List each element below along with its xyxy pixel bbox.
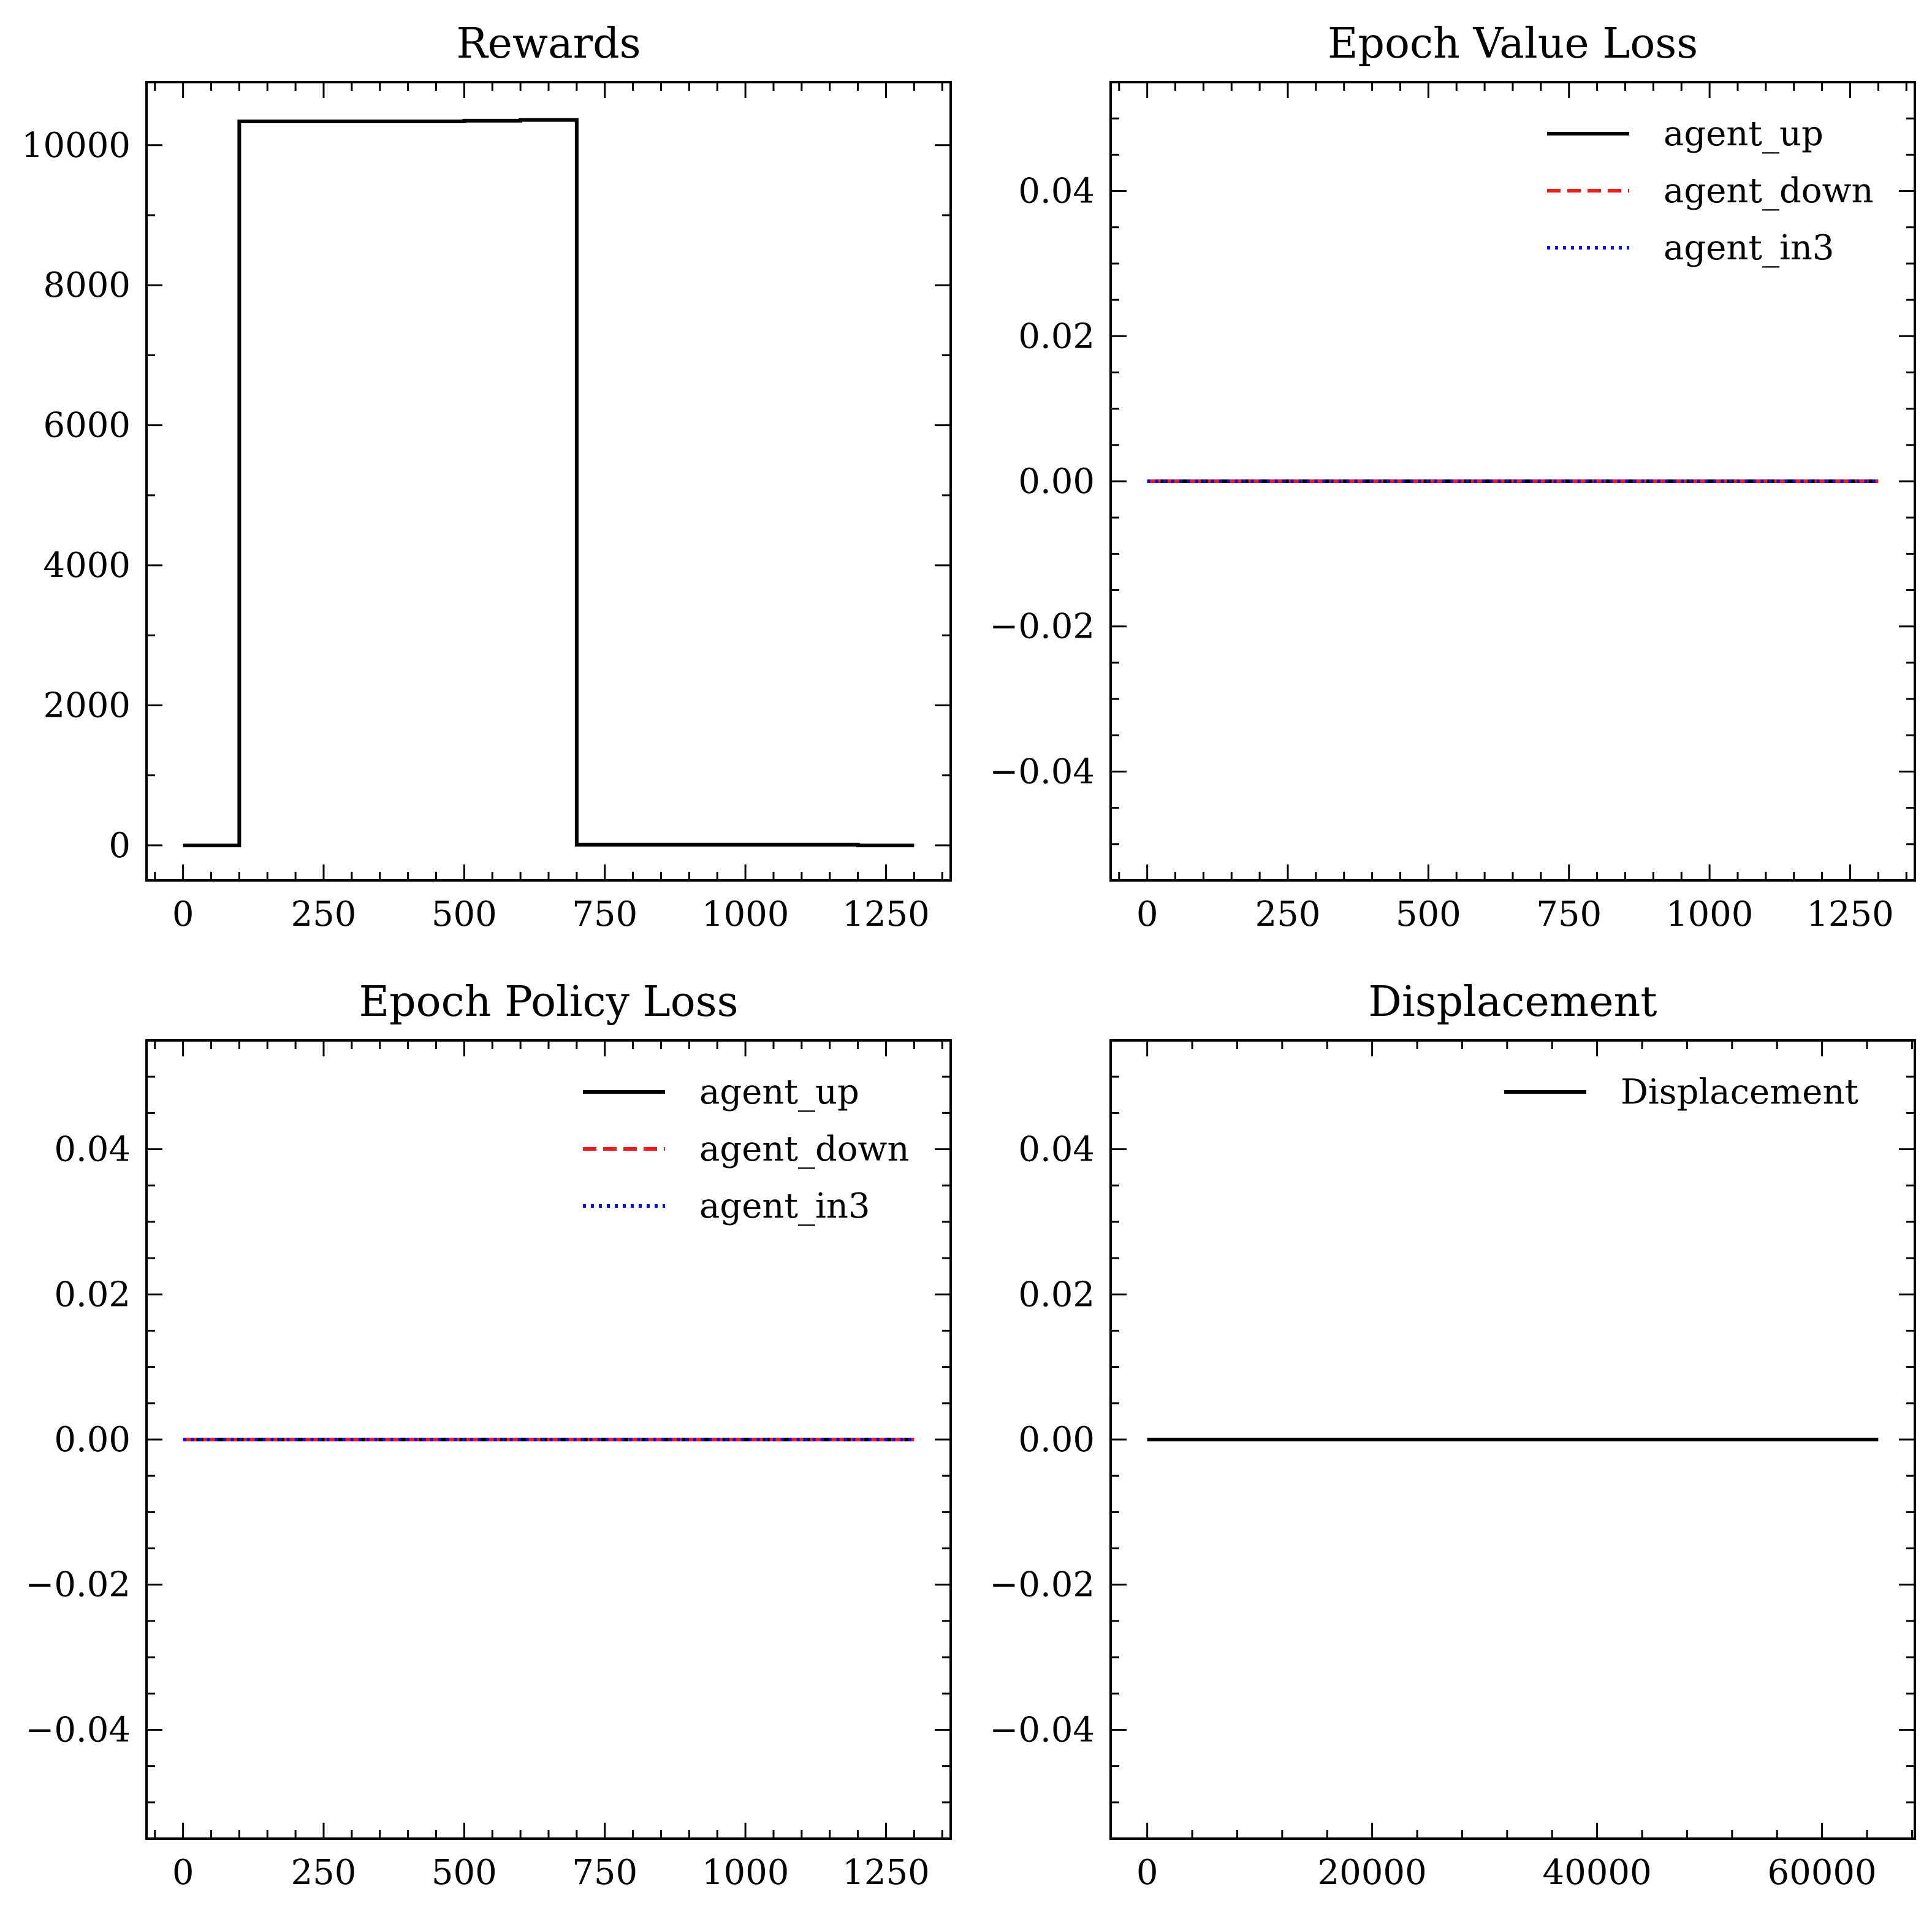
legend-label: agent_in3 (699, 1186, 870, 1226)
x-tick-label: 1000 (1666, 894, 1754, 934)
x-tick-label: 1250 (842, 894, 930, 934)
x-tick-label: 250 (1255, 894, 1321, 934)
series-line-reward (183, 118, 915, 847)
x-tick-label: 750 (572, 1853, 637, 1893)
x-tick-label: 500 (432, 894, 497, 934)
x-tick-label: 1250 (842, 1853, 930, 1893)
y-tick-label: 10000 (21, 126, 131, 166)
y-tick-label: 0.04 (1018, 1130, 1095, 1170)
y-tick-label: 0.00 (1018, 462, 1095, 502)
legend: agent_up agent_down agent_in3 (583, 1072, 910, 1226)
chart-panel: Rewards 0 250 500 750 1000 1250 0 2000 4000 6000 80… (21, 20, 952, 934)
x-tick-label: 750 (1536, 894, 1602, 934)
legend-label: Displacement (1621, 1072, 1859, 1112)
y-tick-label: 6000 (43, 406, 131, 446)
x-tick-label: 250 (291, 1853, 357, 1893)
chart-title: Displacement (1368, 978, 1657, 1026)
y-tick-label: −0.02 (989, 1565, 1095, 1605)
x-tick-label: 0 (172, 894, 194, 934)
y-tick-label: 0 (108, 826, 131, 866)
x-tick-label: 60000 (1768, 1853, 1877, 1893)
y-tick-label: 8000 (43, 265, 131, 305)
legend-label: agent_down (1664, 171, 1874, 211)
axes-frame (1109, 1039, 1916, 1840)
y-tick-label: −0.04 (25, 1710, 131, 1750)
x-tick-label: 1250 (1806, 894, 1894, 934)
y-tick-label: 0.04 (1018, 172, 1095, 212)
x-tick-label: 40000 (1543, 1853, 1652, 1893)
axes-frame (145, 81, 952, 882)
legend-label: agent_down (699, 1129, 910, 1169)
x-tick-label: 250 (291, 894, 357, 934)
y-tick-label: 0.02 (1018, 1275, 1095, 1314)
chart-title: Epoch Value Loss (1328, 20, 1698, 68)
y-tick-label: −0.02 (25, 1565, 131, 1605)
x-tick-label: 20000 (1318, 1853, 1427, 1893)
x-tick-label: 0 (172, 1853, 194, 1893)
chart-panel: Epoch Policy Loss 0 250 500 750 1000 1250 −0.04… (25, 978, 952, 1893)
chart-title: Epoch Policy Loss (359, 978, 738, 1026)
chart-panel: Epoch Value Loss 0 250 500 750 1000 1250 −0.04 −… (989, 20, 1916, 934)
y-tick-label: 4000 (43, 546, 131, 586)
x-tick-label: 0 (1136, 894, 1158, 934)
axes-frame (145, 1039, 952, 1840)
x-tick-label: 1000 (702, 1853, 789, 1893)
legend-label: agent_up (699, 1072, 859, 1112)
y-tick-label: 0.02 (54, 1275, 131, 1314)
y-tick-label: −0.04 (989, 1710, 1095, 1750)
legend-label: agent_up (1664, 114, 1824, 154)
legend-label: agent_in3 (1664, 228, 1835, 268)
x-tick-label: 500 (1396, 894, 1461, 934)
y-tick-label: −0.04 (989, 752, 1095, 791)
y-tick-label: 0.00 (54, 1420, 131, 1460)
legend: agent_up agent_down agent_in3 (1547, 114, 1874, 268)
chart-panel: Displacement 0 20000 40000 60000 −0.04 −0.02 0.… (989, 978, 1916, 1893)
x-tick-label: 0 (1136, 1853, 1158, 1893)
y-tick-label: 0.02 (1018, 316, 1095, 356)
chart-title: Rewards (456, 20, 641, 68)
axes-frame (1109, 81, 1916, 882)
legend: Displacement (1504, 1072, 1859, 1112)
y-tick-label: 0.04 (54, 1130, 131, 1170)
x-tick-label: 500 (432, 1853, 497, 1893)
y-tick-label: −0.02 (989, 607, 1095, 647)
y-tick-label: 2000 (43, 685, 131, 725)
x-tick-label: 750 (572, 894, 637, 934)
y-tick-label: 0.00 (1018, 1420, 1095, 1460)
x-tick-label: 1000 (702, 894, 789, 934)
